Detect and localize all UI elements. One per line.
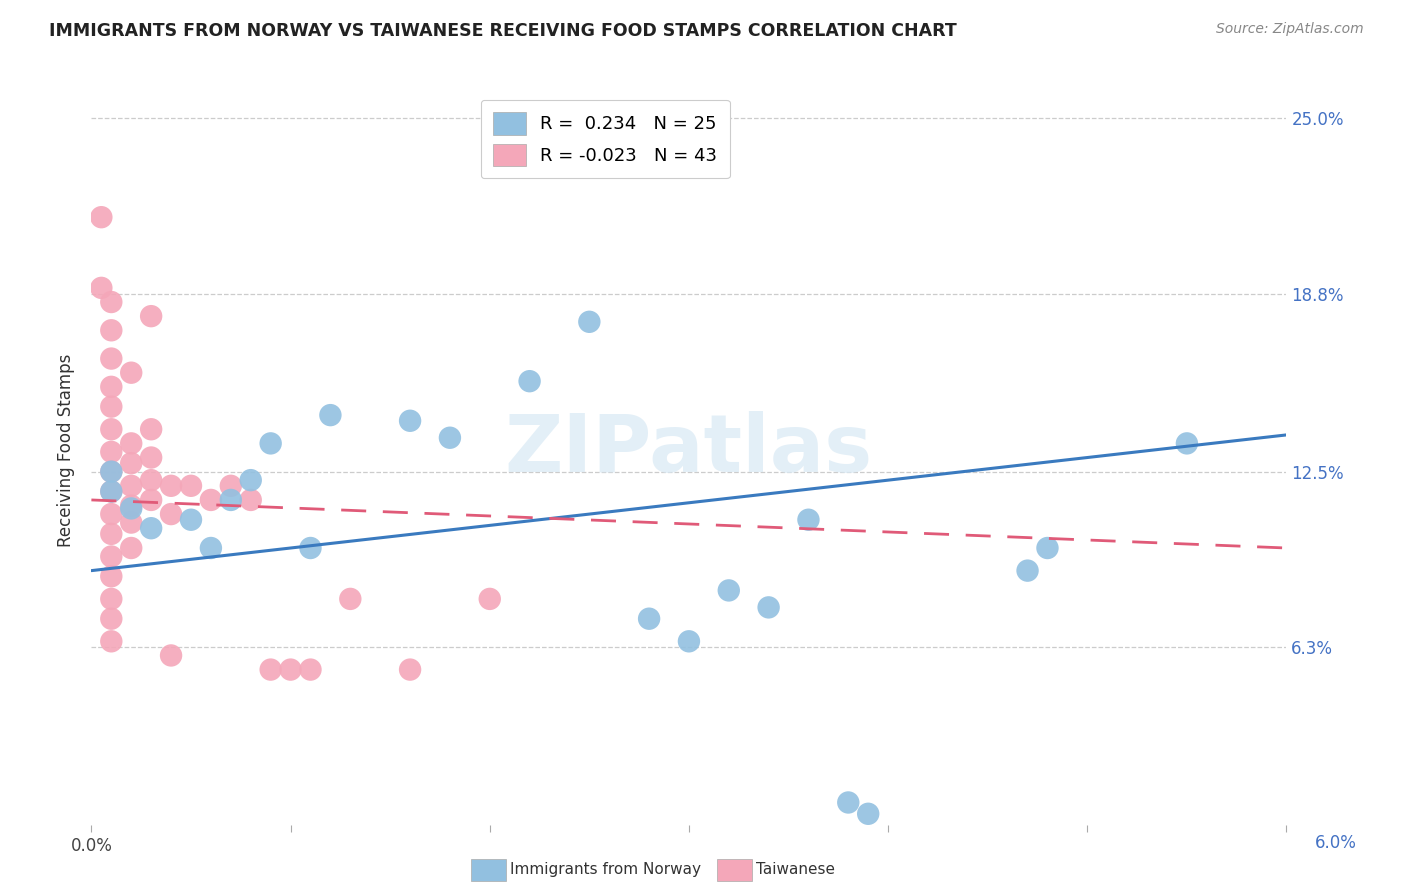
Point (120, 501, 142, 516)
Point (239, 492, 262, 507)
Point (100, 380, 122, 394)
Point (100, 612, 122, 626)
Point (280, 663, 302, 677)
Point (100, 422, 122, 436)
Point (100, 634, 122, 648)
Point (399, 414, 422, 428)
Point (120, 516, 142, 530)
Point (120, 541, 142, 555)
Point (259, 436, 281, 450)
Point (399, 663, 422, 677)
Point (797, 513, 820, 527)
Point (160, 479, 183, 493)
Point (100, 591, 122, 606)
Point (299, 663, 322, 677)
Point (100, 351, 122, 366)
Point (239, 473, 262, 487)
Point (141, 422, 162, 436)
Point (439, 431, 461, 445)
Point (200, 492, 222, 507)
Point (100, 295, 122, 310)
Point (100, 445, 122, 459)
Point (856, 806, 880, 821)
Text: 6.0%: 6.0% (1315, 834, 1357, 852)
Point (141, 492, 162, 507)
Point (141, 309, 162, 323)
Point (100, 323, 122, 337)
Point (180, 513, 202, 527)
Text: Immigrants from Norway: Immigrants from Norway (510, 863, 702, 877)
Point (120, 479, 142, 493)
Text: IMMIGRANTS FROM NORWAY VS TAIWANESE RECEIVING FOOD STAMPS CORRELATION CHART: IMMIGRANTS FROM NORWAY VS TAIWANESE RECE… (49, 22, 957, 40)
Point (120, 436, 142, 450)
Point (100, 465, 122, 479)
Point (100, 507, 122, 521)
Point (638, 612, 661, 626)
Point (100, 549, 122, 564)
Point (90, 210, 112, 224)
Point (758, 600, 780, 615)
Point (100, 400, 122, 414)
Legend: R =  0.234   N = 25, R = -0.023   N = 43: R = 0.234 N = 25, R = -0.023 N = 43 (481, 100, 730, 178)
Point (100, 484, 122, 499)
Text: Source: ZipAtlas.com: Source: ZipAtlas.com (1216, 22, 1364, 37)
Point (259, 663, 281, 677)
Point (200, 541, 222, 555)
Point (299, 541, 322, 555)
Point (160, 507, 183, 521)
Point (120, 366, 142, 380)
Point (478, 591, 501, 606)
Point (90, 281, 112, 295)
Text: Taiwanese: Taiwanese (756, 863, 835, 877)
Point (100, 484, 122, 499)
Point (141, 473, 162, 487)
Point (1017, 564, 1039, 578)
Text: ZIPatlas: ZIPatlas (505, 411, 873, 490)
Point (717, 583, 740, 598)
Point (519, 374, 541, 388)
Point (339, 591, 361, 606)
Point (141, 450, 162, 465)
Point (100, 527, 122, 541)
Point (100, 569, 122, 583)
Point (319, 408, 342, 422)
Point (837, 796, 859, 810)
Point (120, 499, 142, 513)
Point (1036, 541, 1059, 555)
Point (141, 521, 162, 535)
Y-axis label: Receiving Food Stamps: Receiving Food Stamps (58, 354, 76, 547)
Point (1175, 436, 1198, 450)
Point (678, 634, 700, 648)
Point (100, 465, 122, 479)
Point (578, 315, 600, 329)
Point (219, 492, 242, 507)
Point (180, 479, 202, 493)
Point (120, 456, 142, 470)
Point (160, 648, 183, 663)
Point (219, 479, 242, 493)
